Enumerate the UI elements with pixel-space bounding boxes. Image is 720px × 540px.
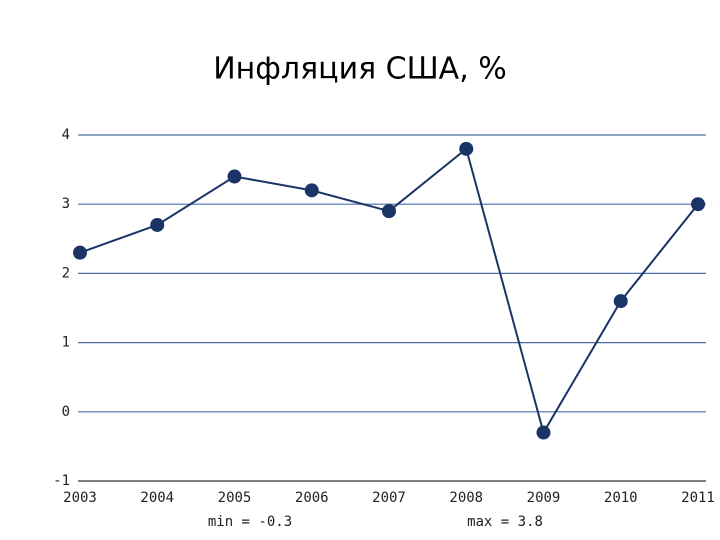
y-tick-label: 2 [62, 265, 70, 281]
y-tick-label: 4 [62, 127, 70, 143]
annotation: min = -0.3 [208, 514, 292, 530]
chart-title: Инфляция США, % [213, 52, 507, 87]
y-tick-label: -1 [53, 473, 70, 489]
annotation: max = 3.8 [467, 514, 543, 530]
data-point [150, 217, 165, 232]
data-line [79, 147, 699, 436]
x-tick-label: 2010 [604, 490, 638, 506]
x-tick-label: 2011 [681, 490, 715, 506]
data-point [73, 245, 87, 260]
data-point [382, 204, 396, 219]
x-tick-label: 2003 [63, 490, 97, 506]
data-point [227, 169, 242, 184]
y-tick-label: 0 [62, 404, 70, 420]
data-point [536, 425, 551, 440]
data-point [459, 141, 474, 156]
y-tick-label: 3 [62, 196, 70, 212]
data-point [691, 197, 705, 212]
data-point [304, 183, 319, 198]
data-point [613, 294, 628, 309]
x-tick-label: 2007 [372, 490, 406, 506]
y-tick-label: 1 [62, 335, 70, 351]
x-tick-label: 2008 [449, 490, 483, 506]
x-tick-label: 2006 [295, 490, 329, 506]
x-tick-label: 2004 [140, 490, 174, 506]
x-tick-label: 2009 [527, 490, 561, 506]
x-tick-label: 2005 [218, 490, 252, 506]
